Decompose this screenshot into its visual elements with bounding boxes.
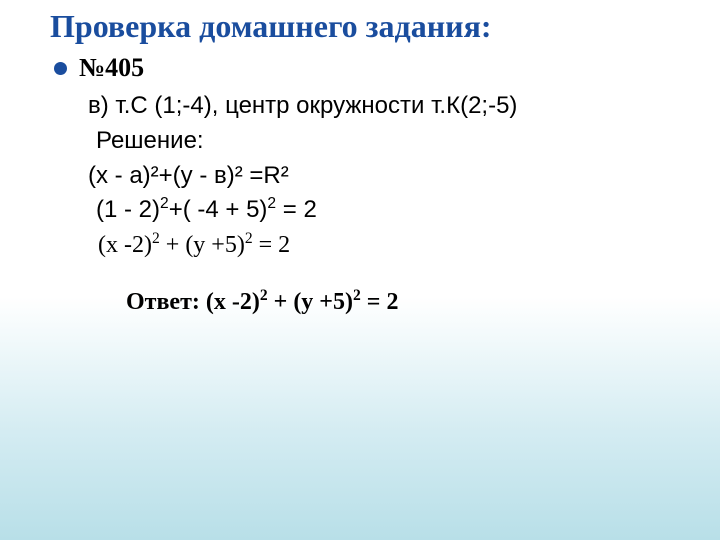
answer-sup1: 2 bbox=[260, 287, 268, 304]
answer-label: Ответ: bbox=[126, 289, 206, 315]
calc2-p2: + (у +5) bbox=[160, 232, 245, 258]
bullet-icon bbox=[54, 62, 67, 75]
answer-p2: + (у +5) bbox=[268, 289, 353, 315]
calc1-p1: (1 - 2) bbox=[96, 196, 160, 223]
calc2-sup2: 2 bbox=[245, 230, 253, 247]
answer-sup2: 2 bbox=[353, 287, 361, 304]
text-line-given: в) т.С (1;-4), центр окружности т.К(2;-5… bbox=[88, 89, 700, 124]
answer-p1: (х -2) bbox=[206, 289, 260, 315]
calc2-p3: = 2 bbox=[253, 232, 291, 258]
calc1-p2: +( -4 + 5) bbox=[169, 196, 268, 223]
text-line-solution-label: Решение: bbox=[96, 124, 700, 159]
text-line-calc1: (1 - 2)2+( -4 + 5)2 = 2 bbox=[96, 193, 700, 228]
slide-title: Проверка домашнего задания: bbox=[50, 8, 700, 45]
text-line-formula: (х - а)²+(у - в)² =R² bbox=[88, 159, 700, 194]
calc2-p1: (х -2) bbox=[98, 232, 152, 258]
answer-line: Ответ: (х -2)2 + (у +5)2 = 2 bbox=[126, 287, 700, 316]
calc2-sup1: 2 bbox=[152, 230, 160, 247]
text-line-calc2: (х -2)2 + (у +5)2 = 2 bbox=[98, 228, 700, 263]
calc1-sup2: 2 bbox=[267, 195, 276, 212]
problem-header-row: №405 bbox=[54, 53, 700, 83]
calc1-sup1: 2 bbox=[160, 195, 169, 212]
problem-number: №405 bbox=[79, 53, 144, 83]
answer-p3: = 2 bbox=[361, 289, 399, 315]
calc1-p3: = 2 bbox=[276, 196, 317, 223]
